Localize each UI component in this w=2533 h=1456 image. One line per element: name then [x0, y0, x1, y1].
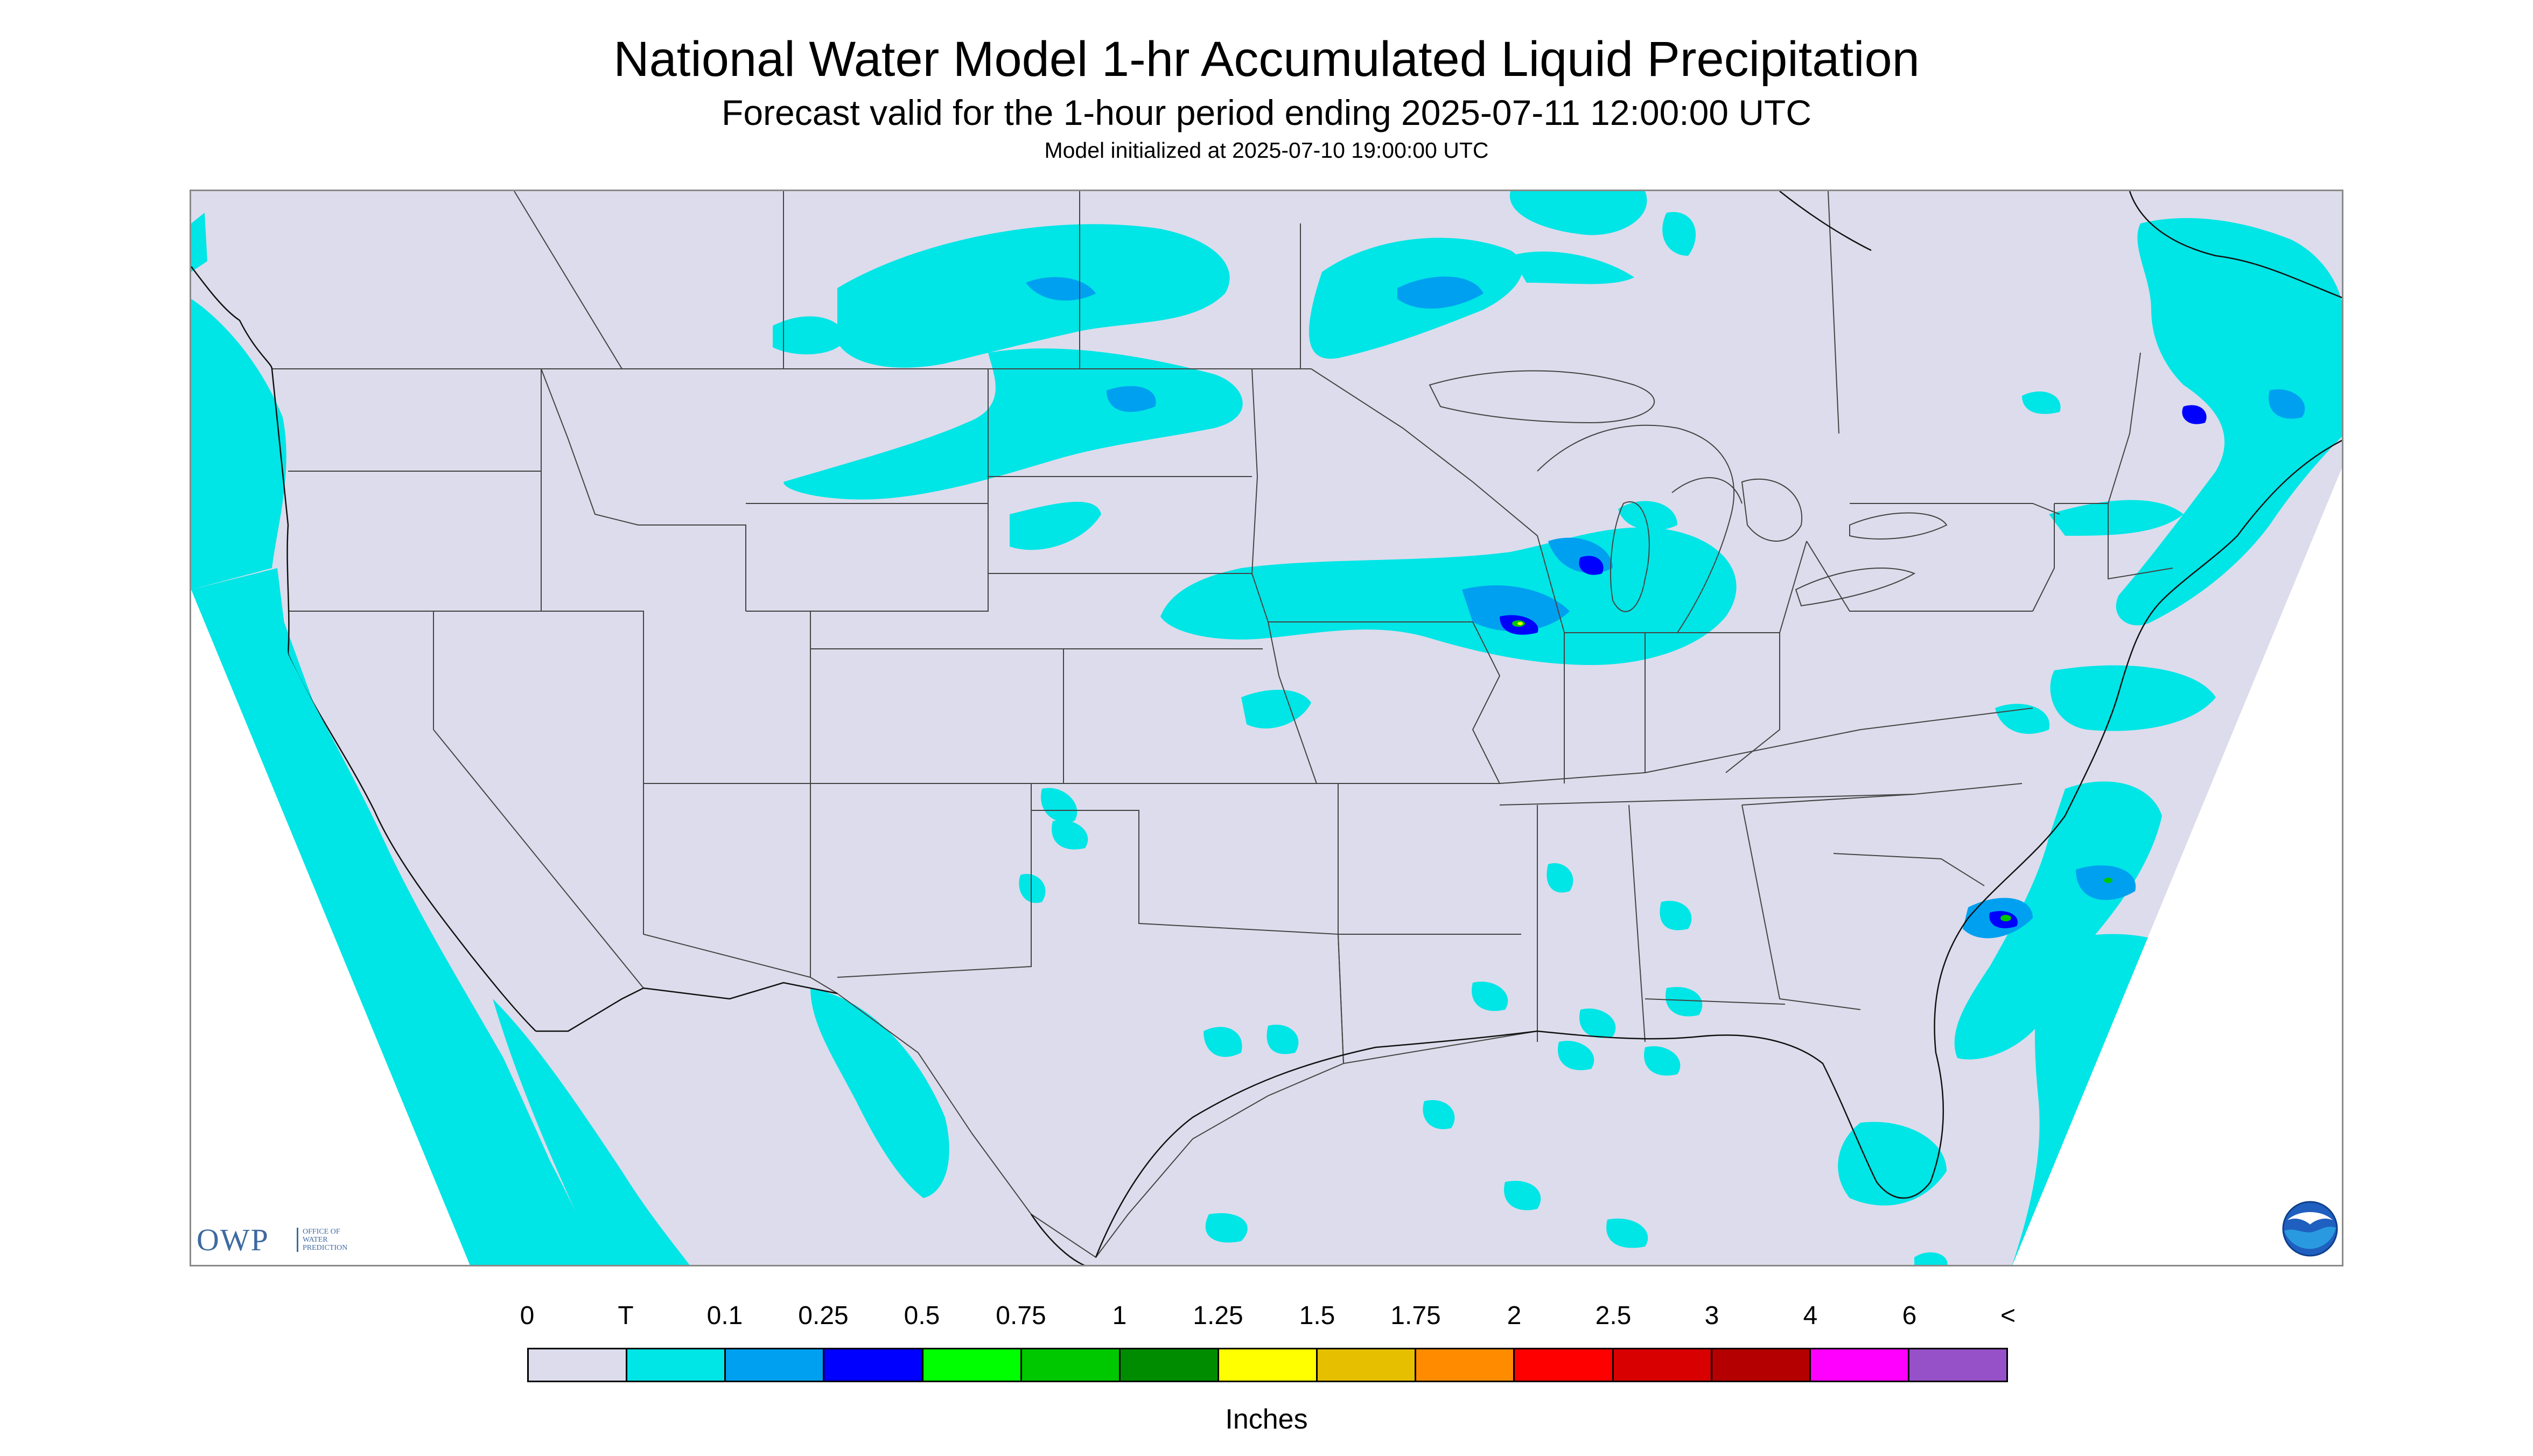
- map-canvas: [191, 191, 2342, 1265]
- legend-label: 1.5: [1299, 1301, 1335, 1330]
- legend-swatch: [529, 1349, 628, 1381]
- legend-swatch: [1318, 1349, 1417, 1381]
- legend-label: 0.75: [996, 1301, 1046, 1330]
- legend-label: T: [618, 1301, 634, 1330]
- precipitation-map: [190, 190, 2343, 1266]
- legend-swatch: [824, 1349, 923, 1381]
- legend-swatch: [1712, 1349, 1811, 1381]
- legend-label: 0.25: [798, 1301, 849, 1330]
- legend-swatch: [726, 1349, 825, 1381]
- map-subtitle: Forecast valid for the 1-hour period end…: [722, 93, 1811, 132]
- legend-label: 1.75: [1390, 1301, 1441, 1330]
- legend-swatch: [1219, 1349, 1318, 1381]
- owp-subtext-line: PREDICTION: [303, 1244, 348, 1252]
- legend-label: 1: [1112, 1301, 1127, 1330]
- legend-swatch: [1416, 1349, 1515, 1381]
- legend-swatch: [923, 1349, 1022, 1381]
- model-init-line: Model initialized at 2025-07-10 19:00:00…: [1044, 138, 1489, 163]
- legend-labels: 0 T 0.1 0.25 0.5 0.75 1 1.25 1.5 1.75 2 …: [0, 1303, 2533, 1335]
- legend-label: 4: [1803, 1301, 1818, 1330]
- coastlines: [191, 191, 2342, 1265]
- legend-label: <: [2000, 1301, 2016, 1330]
- owp-subtext-line: WATER: [303, 1236, 328, 1244]
- noaa-logo: [2282, 1201, 2338, 1257]
- legend-swatch: [1515, 1349, 1614, 1381]
- color-scale-bar: [527, 1348, 2008, 1382]
- legend-label: 2.5: [1595, 1301, 1632, 1330]
- precip-light: [1026, 276, 2305, 1058]
- legend-swatch: [627, 1349, 726, 1381]
- out-of-domain-right: [2012, 468, 2342, 1265]
- legend-swatch: [1810, 1349, 1909, 1381]
- legend-label: 1.25: [1193, 1301, 1243, 1330]
- state-boundaries: [272, 191, 2173, 1258]
- legend-swatch: [1120, 1349, 1219, 1381]
- precip-pacific-edge: [191, 568, 599, 1265]
- legend-swatch: [1613, 1349, 1712, 1381]
- owp-logo-text: OWP: [197, 1222, 269, 1257]
- legend-swatch: [1021, 1349, 1121, 1381]
- legend-swatch: [1909, 1349, 2007, 1381]
- legend-label: 0: [520, 1301, 535, 1330]
- map-title: National Water Model 1-hr Accumulated Li…: [613, 32, 1920, 87]
- legend-label: 3: [1704, 1301, 1719, 1330]
- owp-subtext-line: OFFICE OF: [303, 1228, 340, 1236]
- legend-label: 0.1: [706, 1301, 743, 1330]
- legend-units: Inches: [1225, 1404, 1308, 1435]
- precip-intense: [1517, 622, 1523, 625]
- legend-label: 6: [1902, 1301, 1917, 1330]
- owp-logo-subtext: OFFICE OF WATER PREDICTION: [297, 1228, 367, 1252]
- legend-label: 0.5: [904, 1301, 940, 1330]
- legend-label: 2: [1507, 1301, 1522, 1330]
